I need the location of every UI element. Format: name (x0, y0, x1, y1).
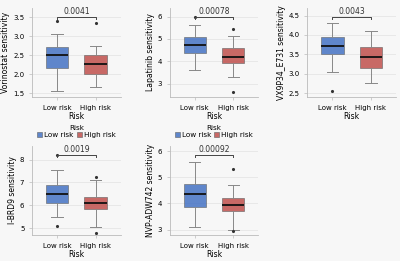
Legend: Low risk, High risk: Low risk, High risk (174, 0, 254, 1)
Text: 0.0019: 0.0019 (63, 145, 90, 154)
Y-axis label: Lapatinib sensitivity: Lapatinib sensitivity (146, 13, 155, 91)
Y-axis label: I-BRD9 sensitivity: I-BRD9 sensitivity (8, 156, 17, 224)
X-axis label: Risk: Risk (68, 112, 84, 121)
X-axis label: Risk: Risk (68, 250, 84, 259)
Legend: Low risk, High risk: Low risk, High risk (174, 124, 254, 139)
PathPatch shape (360, 47, 382, 68)
PathPatch shape (321, 37, 344, 54)
PathPatch shape (84, 55, 107, 74)
PathPatch shape (222, 198, 244, 211)
PathPatch shape (222, 48, 244, 63)
X-axis label: Risk: Risk (206, 250, 222, 259)
PathPatch shape (46, 47, 68, 68)
Legend: Low risk, High risk: Low risk, High risk (36, 124, 116, 139)
X-axis label: Risk: Risk (206, 112, 222, 121)
Y-axis label: VX9P34_E731 sensitivity: VX9P34_E731 sensitivity (276, 5, 286, 100)
Text: 0.00078: 0.00078 (198, 7, 230, 16)
Text: 0.00092: 0.00092 (198, 145, 230, 154)
Text: 0.0043: 0.0043 (338, 7, 365, 16)
Y-axis label: NVP-ADW742 sensitivity: NVP-ADW742 sensitivity (146, 144, 155, 237)
Legend: Low risk, High risk: Low risk, High risk (36, 0, 116, 1)
PathPatch shape (46, 185, 68, 203)
PathPatch shape (184, 184, 206, 207)
Text: 0.0041: 0.0041 (63, 7, 90, 16)
Y-axis label: Vorinostat sensitivity: Vorinostat sensitivity (1, 12, 10, 93)
PathPatch shape (184, 37, 206, 54)
Legend: Low risk, High risk: Low risk, High risk (312, 0, 392, 1)
X-axis label: Risk: Risk (344, 112, 360, 121)
PathPatch shape (84, 197, 107, 209)
